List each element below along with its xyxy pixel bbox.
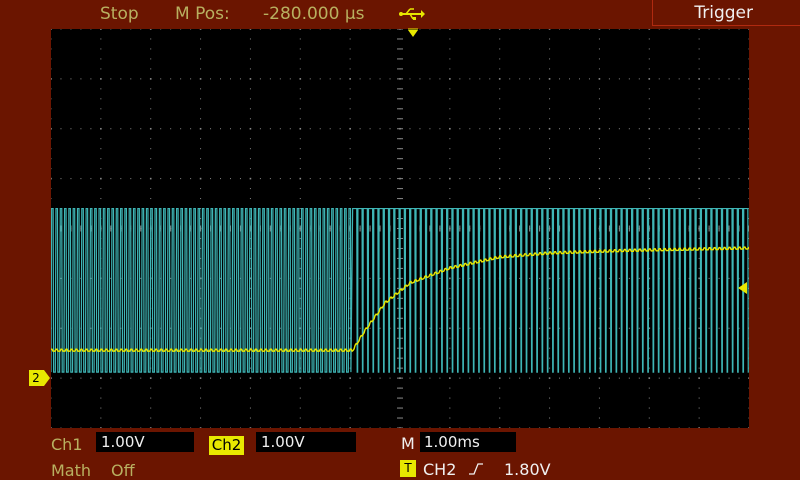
ch2-marker-label: 2 xyxy=(32,371,40,385)
rising-edge-icon xyxy=(469,463,483,475)
trigger-position-marker[interactable] xyxy=(406,28,420,38)
timebase-value: 1.00ms xyxy=(420,432,516,452)
ch2-volts-per-div: 1.00V xyxy=(256,432,356,452)
ch2-trace xyxy=(51,246,749,353)
ch1-volts-per-div: 1.00V xyxy=(96,432,194,452)
main-position-label: M Pos: xyxy=(175,4,230,24)
trigger-menu-header[interactable] xyxy=(652,0,800,26)
usb-icon xyxy=(399,8,425,20)
math-label[interactable]: Math xyxy=(51,461,92,480)
waveform-area xyxy=(51,29,749,428)
trigger-menu-title: Trigger xyxy=(694,3,753,23)
ch1-label[interactable]: Ch1 xyxy=(51,435,83,454)
ch2-label[interactable]: Ch2 xyxy=(209,436,244,455)
trigger-level: 1.80V xyxy=(504,460,551,479)
trigger-level-marker[interactable] xyxy=(737,282,747,294)
run-status: Stop xyxy=(100,4,139,24)
ch2-ground-marker[interactable]: 2 xyxy=(29,370,51,386)
trigger-source: CH2 xyxy=(423,460,457,479)
traces xyxy=(51,207,749,373)
scope-display xyxy=(51,29,749,428)
main-position-value: -280.000 µs xyxy=(263,4,365,24)
trigger-badge: T xyxy=(400,460,416,477)
math-state: Off xyxy=(111,461,135,480)
timebase-label: M xyxy=(401,434,415,453)
cyan-pulse-trace xyxy=(51,207,749,373)
